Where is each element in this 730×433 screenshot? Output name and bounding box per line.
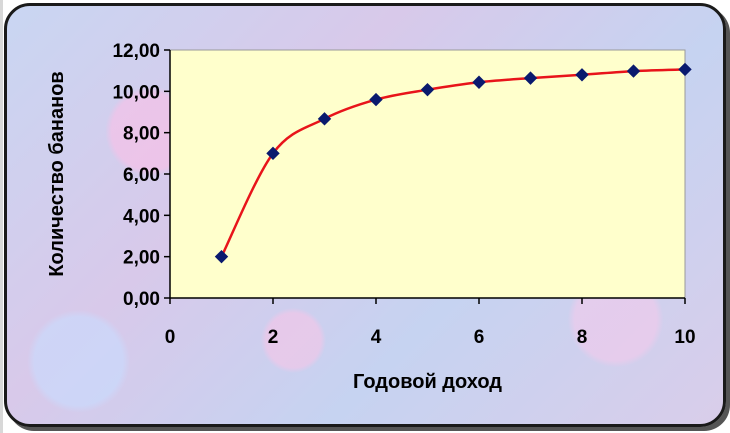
y-tick-label: 10,00 — [112, 82, 160, 103]
data-point-marker — [420, 82, 435, 97]
data-point-marker — [575, 68, 589, 82]
y-tick-label: 12,00 — [112, 41, 160, 62]
x-tick-label: 2 — [268, 327, 279, 348]
data-point-marker — [626, 64, 641, 78]
x-axis-title: Годовой доход — [353, 371, 502, 393]
y-tick-label: 2,00 — [123, 248, 160, 269]
y-tick-labels: 0,00 2,00 4,00 6,00 8,00 10,00 12,00 — [112, 41, 160, 310]
data-point-marker — [472, 75, 486, 89]
y-tick-label: 4,00 — [123, 206, 160, 227]
x-tick-label: 4 — [371, 327, 382, 348]
x-tick-label: 6 — [474, 327, 485, 348]
data-markers — [214, 62, 692, 264]
y-tick-label: 0,00 — [123, 289, 160, 310]
series-line — [220, 68, 686, 258]
window-edge — [0, 0, 3, 433]
x-tick-label: 0 — [165, 327, 176, 348]
y-axis-title: Количество бананов — [46, 71, 68, 276]
data-point-marker — [369, 92, 383, 107]
data-point-marker — [317, 112, 332, 126]
axes — [164, 49, 686, 304]
x-tick-label: 8 — [577, 327, 588, 348]
data-point-marker — [678, 62, 692, 77]
data-point-marker — [266, 146, 280, 161]
y-tick-label: 8,00 — [123, 124, 160, 145]
x-tick-label: 10 — [674, 327, 695, 348]
data-point-marker — [523, 71, 538, 85]
y-tick-label: 6,00 — [123, 165, 160, 186]
x-tick-labels: 0 2 4 6 8 10 — [165, 327, 696, 348]
data-point-marker — [214, 249, 229, 264]
